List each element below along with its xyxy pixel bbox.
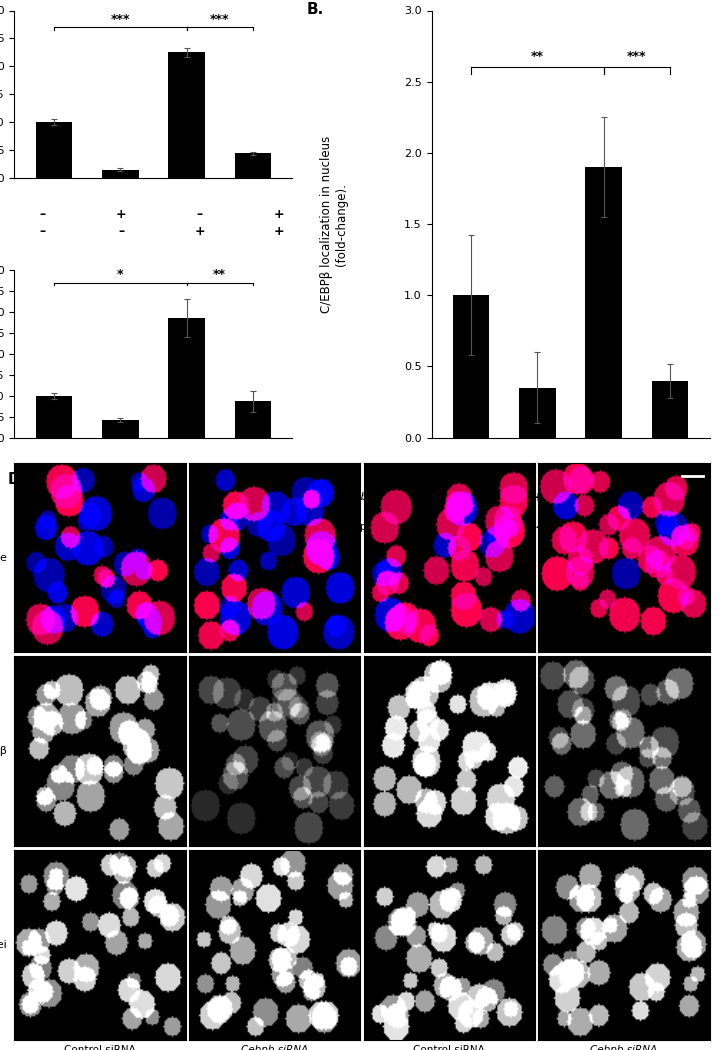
Text: ***: *** <box>111 13 130 25</box>
Text: +: + <box>690 491 701 504</box>
Text: +: + <box>273 208 284 222</box>
Bar <box>169 318 205 438</box>
Text: +: + <box>116 208 127 222</box>
Bar <box>652 381 688 438</box>
Text: +: + <box>533 491 544 504</box>
Bar <box>102 420 138 438</box>
Text: Cebpb siRNA:: Cebpb siRNA: <box>347 492 418 503</box>
Bar <box>235 153 271 178</box>
Text: +: + <box>273 225 284 238</box>
Text: +: + <box>195 485 205 498</box>
Text: –: – <box>535 521 541 533</box>
Text: –: – <box>39 485 46 498</box>
Bar <box>36 122 72 179</box>
Text: C/EBPβ localization in nucleus
(fold-change).: C/EBPβ localization in nucleus (fold-cha… <box>320 135 348 313</box>
X-axis label: Cebpb siRNA: Cebpb siRNA <box>241 1045 308 1050</box>
Text: –: – <box>118 485 124 498</box>
Text: –: – <box>197 468 203 481</box>
Text: D.: D. <box>7 471 25 487</box>
Text: –: – <box>456 521 463 533</box>
Y-axis label: Merge: Merge <box>0 552 7 563</box>
Text: –: – <box>614 491 620 504</box>
Text: ***: *** <box>627 50 647 63</box>
Text: +: + <box>690 521 701 533</box>
Text: **: ** <box>213 268 226 281</box>
X-axis label: Control siRNA
+
Isoproterenol: Control siRNA + Isoproterenol <box>413 1045 485 1050</box>
Text: +: + <box>116 468 127 481</box>
Text: –: – <box>39 208 46 222</box>
X-axis label: Cebpb siRNA
+
Isoproterenol: Cebpb siRNA + Isoproterenol <box>589 1045 658 1050</box>
Bar <box>235 401 271 438</box>
Y-axis label: Nuclei: Nuclei <box>0 940 7 949</box>
Text: +: + <box>195 225 205 238</box>
Text: +: + <box>273 485 284 498</box>
Bar <box>453 295 489 438</box>
Text: **: ** <box>531 50 544 63</box>
Bar <box>586 167 622 438</box>
Text: +: + <box>612 521 622 533</box>
Text: –: – <box>118 225 124 238</box>
Text: *: * <box>117 268 124 281</box>
Bar <box>519 387 555 438</box>
X-axis label: Control siRNA: Control siRNA <box>64 1045 136 1050</box>
Text: –: – <box>197 208 203 222</box>
Text: –: – <box>456 491 463 504</box>
Text: +: + <box>273 468 284 481</box>
Bar <box>102 170 138 178</box>
Y-axis label: C/EBPβ: C/EBPβ <box>0 747 7 756</box>
Text: Isoproterenol:: Isoproterenol: <box>345 523 418 532</box>
Bar <box>36 396 72 438</box>
Bar <box>169 52 205 178</box>
Text: –: – <box>39 225 46 238</box>
Text: ***: *** <box>210 13 230 25</box>
Text: –: – <box>39 468 46 481</box>
Text: B.: B. <box>306 2 324 17</box>
